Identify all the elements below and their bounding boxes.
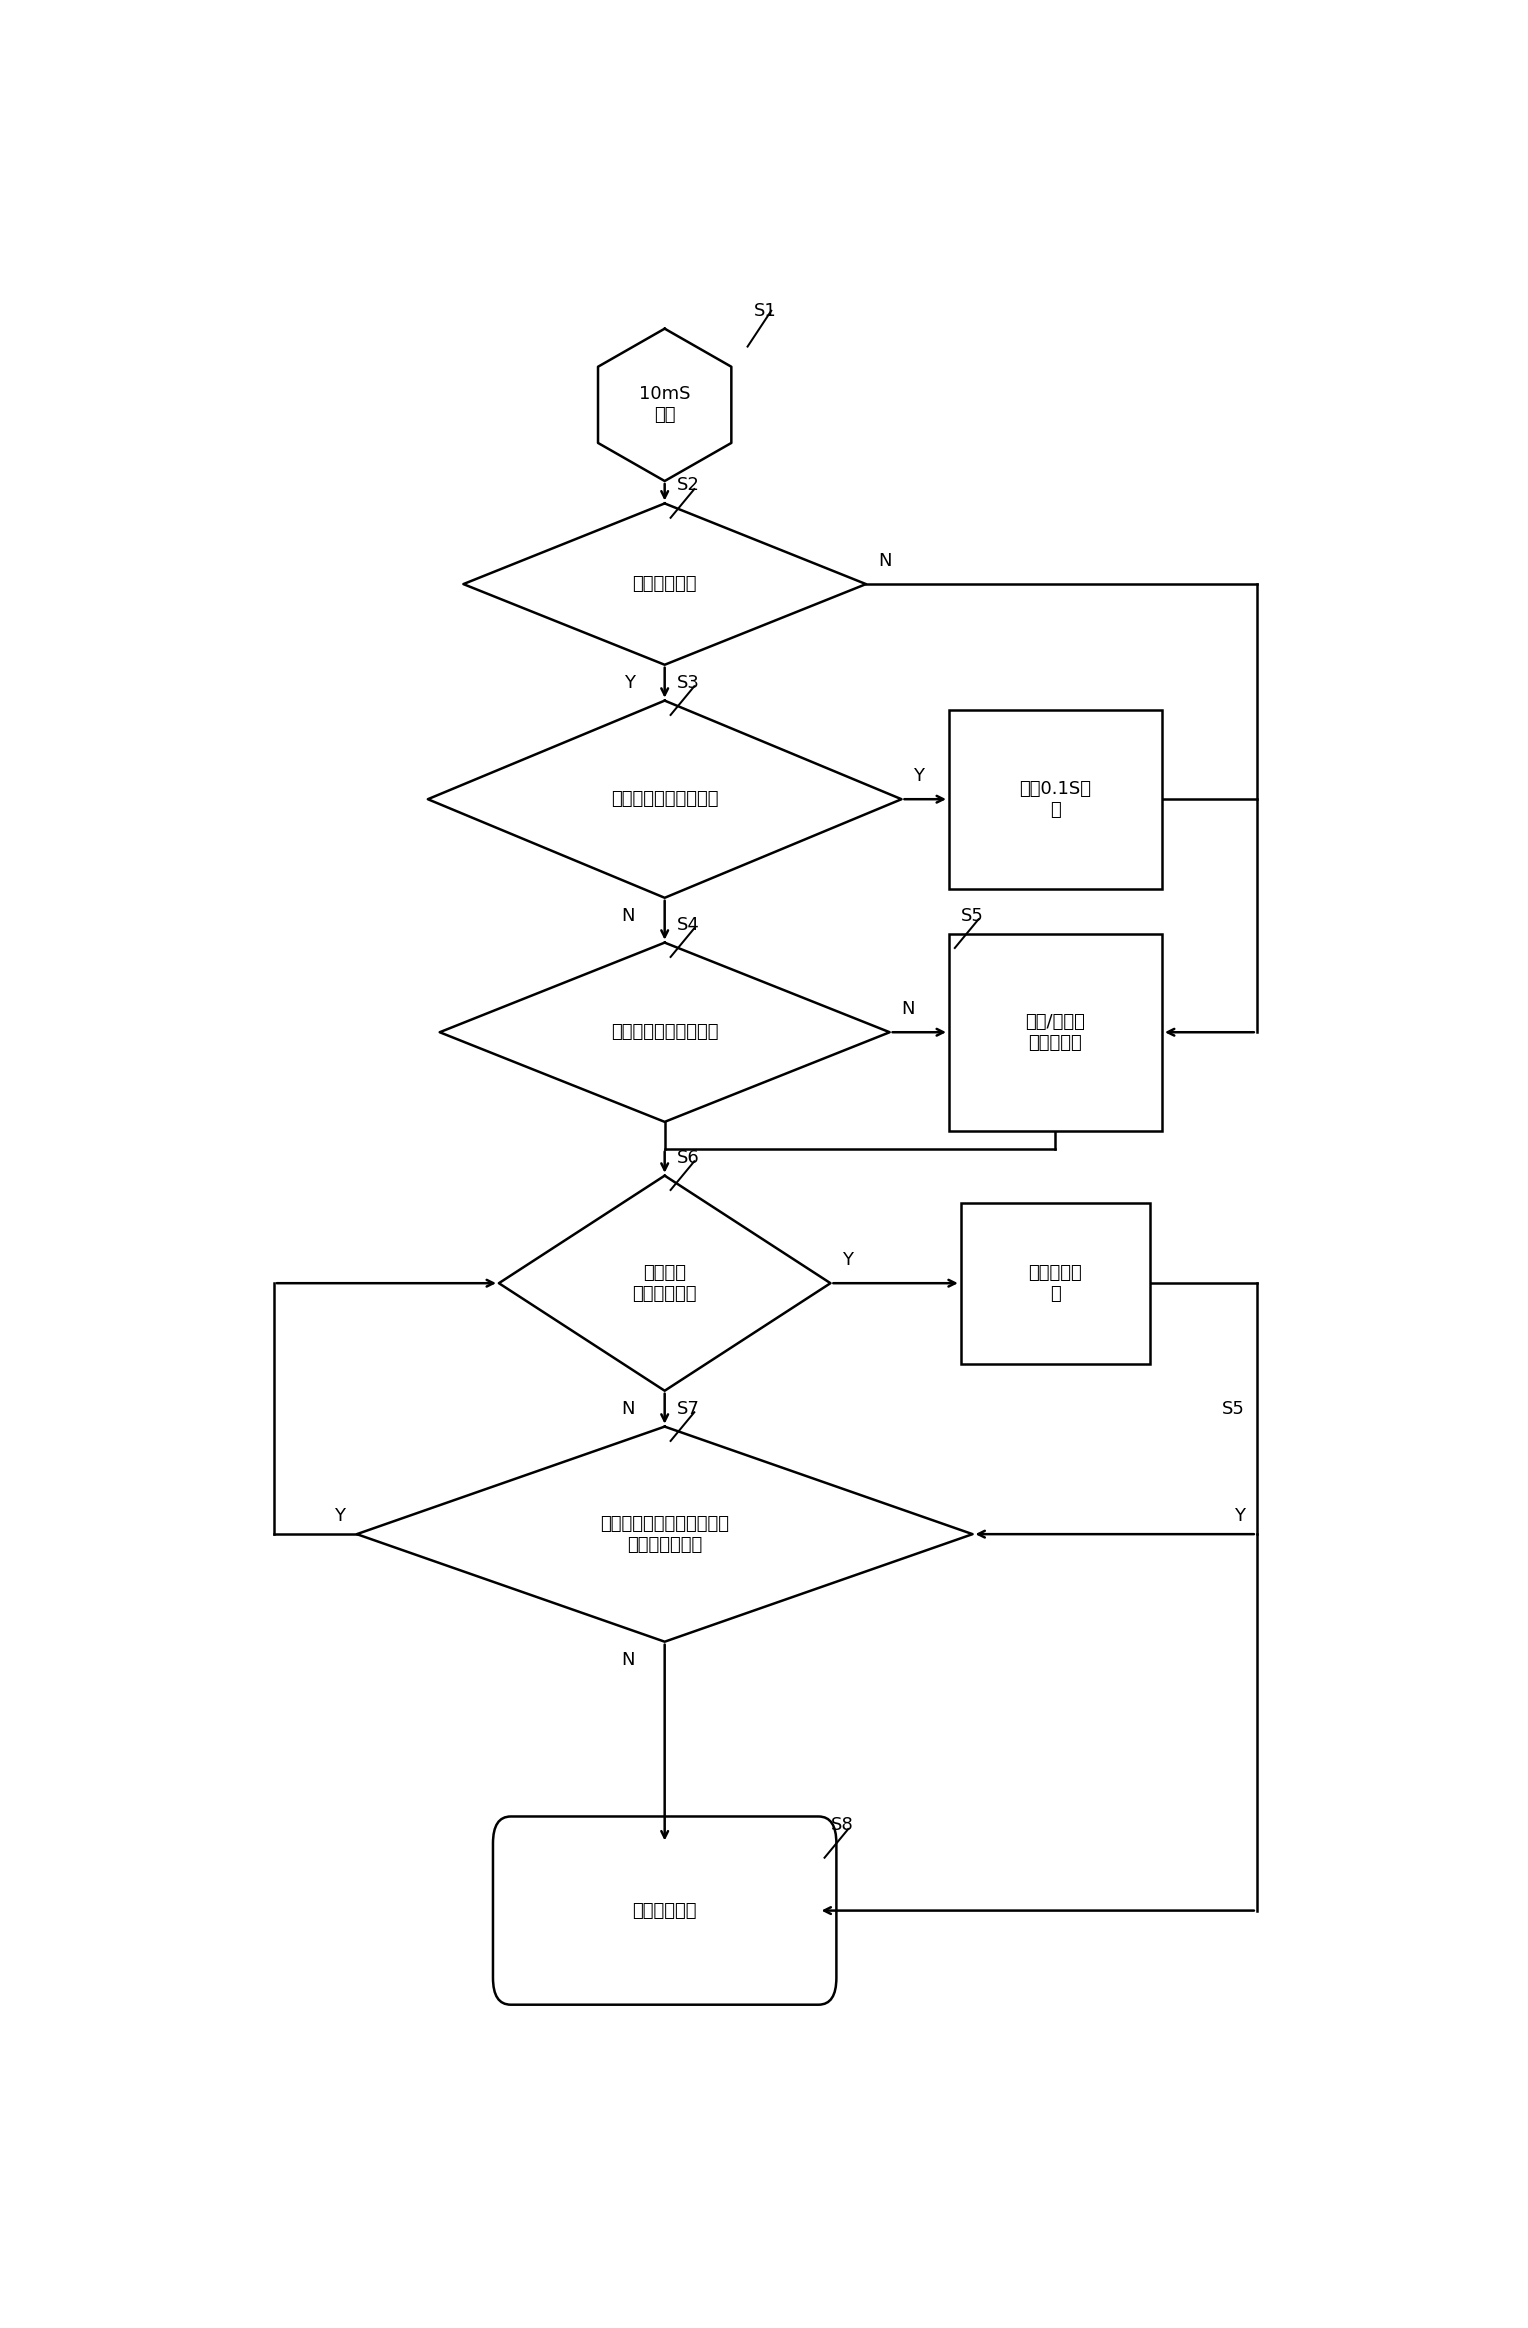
FancyBboxPatch shape	[494, 1816, 836, 2004]
Text: N: N	[902, 1001, 915, 1017]
Text: 是否大于故障阈值电流: 是否大于故障阈值电流	[611, 789, 718, 808]
Text: N: N	[622, 1651, 636, 1669]
Text: 判断一次校极完成，是否需
要进行二次校级: 判断一次校极完成，是否需 要进行二次校级	[601, 1516, 729, 1553]
Text: Y: Y	[623, 673, 636, 691]
Text: S1: S1	[753, 303, 776, 319]
Text: S8: S8	[831, 1816, 853, 1834]
Bar	[949, 710, 1163, 889]
Text: Y: Y	[914, 766, 924, 785]
Text: 校极功能开启: 校极功能开启	[633, 575, 697, 594]
Text: Y: Y	[842, 1250, 853, 1269]
Text: N: N	[622, 908, 636, 924]
Text: 10mS
定时: 10mS 定时	[639, 386, 691, 424]
Text: Y: Y	[1235, 1506, 1245, 1525]
Text: N: N	[622, 1399, 636, 1418]
Text: 达到校极
期望工作电流: 达到校极 期望工作电流	[633, 1264, 697, 1304]
Text: S6: S6	[677, 1148, 700, 1166]
Text: 一次校极阶段是否完成: 一次校极阶段是否完成	[611, 1024, 718, 1041]
Text: 校极功能完成: 校极功能完成	[633, 1902, 697, 1921]
Text: S5: S5	[1222, 1399, 1245, 1418]
Text: S2: S2	[677, 477, 700, 494]
Bar	[961, 1204, 1151, 1364]
Bar	[949, 934, 1163, 1131]
Text: S7: S7	[677, 1399, 700, 1418]
Text: 延时0.1S停
机: 延时0.1S停 机	[1019, 780, 1091, 819]
Text: Y: Y	[335, 1506, 345, 1525]
Text: N: N	[879, 552, 891, 570]
Text: S5: S5	[961, 906, 984, 924]
Text: 一次/二次校
极运算控制: 一次/二次校 极运算控制	[1025, 1013, 1085, 1052]
Text: S3: S3	[677, 673, 700, 691]
Text: S4: S4	[677, 915, 700, 934]
Text: 三相旁路运
行: 三相旁路运 行	[1028, 1264, 1082, 1304]
